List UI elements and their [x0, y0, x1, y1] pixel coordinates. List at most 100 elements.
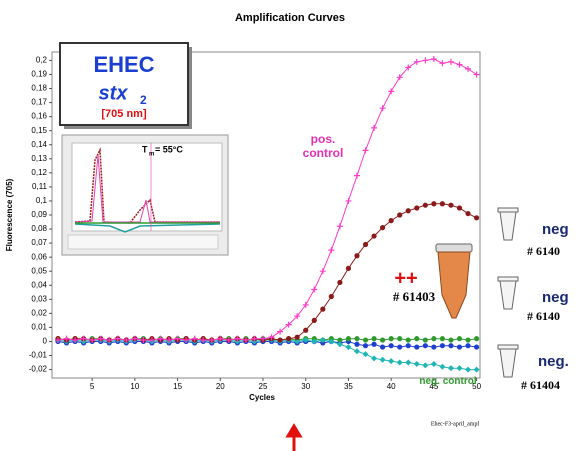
marker [431, 336, 437, 342]
y-tick-label: 0,12 [31, 168, 47, 177]
y-tick-label: 0,19 [31, 70, 47, 79]
marker [405, 343, 411, 349]
marker [166, 337, 173, 344]
tm-value: = 55°C [155, 144, 183, 154]
marker [106, 337, 113, 344]
marker [456, 365, 463, 372]
marker [362, 337, 369, 343]
marker [447, 58, 454, 65]
sample-id: # 6140 [527, 244, 560, 258]
tm-subscript: m [149, 152, 154, 158]
marker [72, 337, 79, 344]
marker [379, 105, 386, 112]
marker [319, 268, 326, 275]
y-tick-label: 0,08 [31, 224, 47, 233]
y-tick-label: 0,02 [31, 308, 47, 317]
marker [422, 343, 428, 349]
organism: EHEC [93, 52, 154, 77]
marker [447, 365, 454, 372]
y-tick-label: 0 [43, 337, 48, 346]
y-axis-label: Fluorescence (705) [5, 178, 14, 251]
info-box [59, 42, 189, 126]
marker [277, 328, 284, 335]
marker [277, 337, 283, 343]
y-tick-label: 0,17 [31, 98, 47, 107]
marker [54, 337, 61, 344]
marker [396, 359, 403, 366]
y-tick-label: 0,05 [31, 266, 47, 275]
marker [422, 202, 428, 208]
marker [302, 337, 309, 344]
marker [354, 253, 360, 259]
x-tick-label: 40 [387, 382, 396, 391]
marker [473, 336, 480, 342]
marker [140, 337, 147, 344]
marker [431, 344, 437, 350]
marker [302, 301, 309, 308]
marker [89, 337, 96, 344]
neg-label: neg. [538, 353, 569, 370]
marker [473, 344, 480, 350]
marker [157, 335, 164, 342]
marker [353, 348, 360, 355]
y-tick-label: 0,1 [36, 196, 48, 205]
plus-sign: ++ [394, 267, 417, 289]
marker [174, 335, 181, 342]
marker [473, 71, 480, 78]
y-tick-label: 0,01 [31, 323, 47, 332]
marker [388, 218, 394, 224]
marker [396, 74, 403, 81]
marker [225, 337, 232, 344]
marker [353, 172, 360, 179]
marker [191, 335, 198, 342]
y-tick-label: 0,15 [31, 126, 47, 135]
marker [311, 338, 318, 345]
marker [320, 306, 326, 312]
gene-subscript: 2 [140, 93, 147, 107]
x-axis-label: Cycles [249, 393, 275, 402]
tube-neg [497, 207, 519, 378]
marker [448, 337, 454, 343]
marker [294, 334, 300, 340]
marker [354, 341, 360, 347]
x-tick-label: 45 [429, 382, 438, 391]
marker [217, 335, 224, 342]
y-tick-label: 0,09 [31, 210, 47, 219]
marker [234, 335, 241, 342]
marker [354, 336, 360, 342]
marker [439, 60, 446, 67]
marker [431, 201, 437, 207]
marker [405, 208, 411, 214]
marker [286, 336, 292, 342]
marker [200, 337, 207, 344]
marker [414, 336, 420, 342]
marker [328, 293, 334, 300]
marker [336, 341, 343, 348]
marker [319, 337, 326, 344]
marker [294, 338, 301, 345]
marker [456, 344, 463, 350]
marker [371, 336, 377, 342]
marker [414, 344, 420, 350]
x-tick-label: 30 [301, 382, 310, 391]
marker [456, 336, 463, 342]
marker [397, 336, 403, 342]
marker [268, 334, 275, 341]
sample-id: # 6140 [527, 309, 560, 323]
inset-curve [74, 223, 221, 233]
marker [379, 356, 386, 363]
marker [422, 57, 429, 64]
y-tick-label: -0,01 [29, 351, 48, 360]
inset-plot [71, 142, 223, 232]
marker [260, 335, 267, 342]
ct-arrow [285, 423, 303, 451]
marker [371, 233, 377, 239]
marker [465, 343, 471, 349]
marker [303, 327, 309, 333]
marker [208, 337, 215, 344]
neg-label: neg [542, 289, 569, 306]
x-tick-label: 50 [472, 382, 481, 391]
gene: stx [99, 82, 129, 104]
marker [63, 335, 70, 342]
x-tick-label: 15 [173, 382, 182, 391]
